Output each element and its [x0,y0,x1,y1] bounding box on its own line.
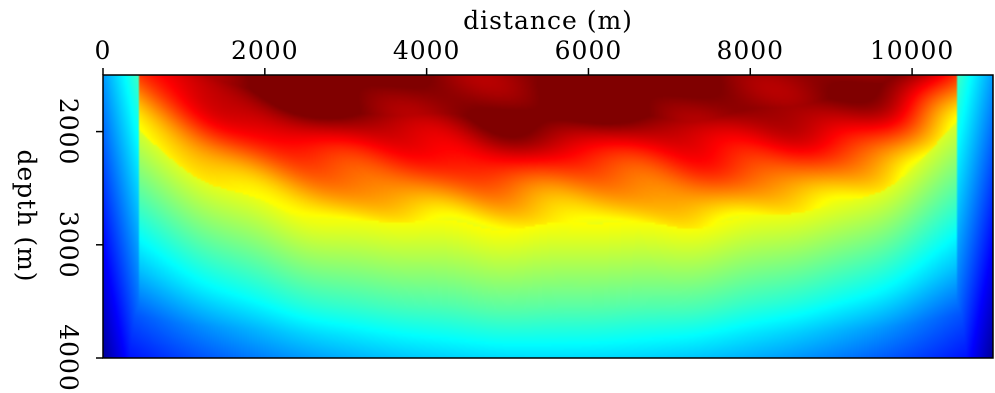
x-axis-title: distance (m) [463,6,633,35]
x-tick-label: 4000 [393,36,461,65]
x-tick-label: 8000 [716,36,784,65]
x-tick-label: 10000 [870,36,955,65]
x-tick-label: 6000 [555,36,623,65]
y-tick-label: 3000 [54,211,83,279]
y-axis-title: depth (m) [12,149,41,282]
x-tick-label: 2000 [231,36,299,65]
y-tick-label: 4000 [54,324,83,392]
x-axis-ticks: 0 2000 4000 6000 8000 10000 [95,36,955,75]
y-tick-label: 2000 [54,98,83,166]
plot-frame [102,74,994,359]
x-tick-label: 0 [95,36,112,65]
y-axis-ticks: 2000 3000 4000 [54,98,103,392]
heatmap-image [103,75,993,358]
